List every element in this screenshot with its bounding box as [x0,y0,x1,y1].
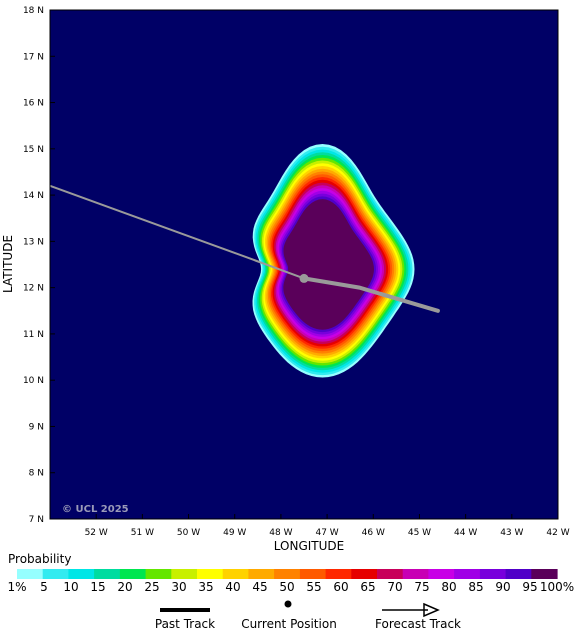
x-tick-label: 47 W [315,528,338,538]
x-tick-label: 44 W [454,528,477,538]
probability-band [283,199,374,330]
copyright-label: © UCL 2025 [62,504,129,515]
colorbar-label: 20 [117,580,132,594]
colorbar-label: 5 [40,580,48,594]
y-tick-label: 14 N [23,191,44,201]
current-position-marker [299,273,309,283]
x-tick-label: 42 W [546,528,569,538]
colorbar-segment [248,569,275,579]
colorbar-label: 80 [441,580,456,594]
colorbar-segment [274,569,301,579]
forecast-track-arrow-icon [423,602,440,618]
colorbar-label: 25 [144,580,159,594]
y-tick-label: 18 N [23,6,44,16]
probability-colorbar-labels: 1% 5 10 15 20 25 30 35 40 45 50 55 60 65 70 75 80 85 90 95 1… [7,580,574,594]
legend-forecast-track: Forecast Track [375,602,461,631]
y-tick-label: 10 N [23,376,44,386]
colorbar-label: 65 [360,580,375,594]
y-tick-label: 9 N [29,422,44,432]
y-tick-label: 15 N [23,145,44,155]
colorbar-label: 75 [414,580,429,594]
x-tick-label: 48 W [269,528,292,538]
colorbar-segment [531,569,558,579]
x-axis-title: LONGITUDE [274,539,344,553]
colorbar-label: 70 [387,580,402,594]
colorbar-segment [119,569,147,579]
legend-past-track: Past Track [155,608,215,631]
colorbar-label: 1% [7,580,26,594]
colorbar-label: 45 [252,580,267,594]
latitude-ticks: 7 N 8 N 9 N 10 N 11 N 12 N 13 N 14 N 15 N 16 N 17 … [23,6,55,525]
colorbar-segment [171,569,198,579]
y-tick-label: 11 N [23,330,44,340]
probability-colorbar [17,569,558,579]
colorbar-label: 95 [522,580,537,594]
colorbar-segment [377,569,404,579]
forecast-track-label: Forecast Track [375,617,461,631]
colorbar-label: 60 [333,580,348,594]
colorbar-label: 90 [495,580,510,594]
forecast-track-line [302,276,440,313]
x-tick-label: 45 W [408,528,431,538]
colorbar-segment [68,569,95,579]
x-tick-label: 49 W [223,528,246,538]
colorbar-segment [197,569,224,579]
colorbar-segment [351,569,378,579]
y-tick-label: 16 N [23,99,44,109]
colorbar-label: 55 [306,580,321,594]
colorbar-segment [325,569,352,579]
y-tick-label: 17 N [23,52,44,62]
x-tick-label: 46 W [362,528,385,538]
colorbar-segment [145,569,172,579]
colorbar-segment [479,569,507,579]
y-axis-title: LATITUDE [1,235,15,293]
x-tick-label: 50 W [177,528,200,538]
colorbar-segment [42,569,69,579]
colorbar-label: 40 [225,580,240,594]
current-position-label: Current Position [241,617,337,631]
colorbar-segment [94,569,121,579]
colorbar-label: 15 [90,580,105,594]
past-track-line [50,184,305,280]
colorbar-segment [505,569,532,579]
storm-tracks [50,184,440,313]
colorbar-segment [402,569,429,579]
probability-contours [252,144,415,378]
y-tick-label: 8 N [29,469,44,479]
colorbar-segment [454,569,481,579]
colorbar-label: 100% [540,580,574,594]
past-track-label: Past Track [155,617,215,631]
legend-title: Probability [8,552,71,566]
y-tick-label: 7 N [29,515,44,525]
colorbar-label: 30 [171,580,186,594]
colorbar-label: 35 [198,580,213,594]
x-tick-label: 51 W [131,528,154,538]
colorbar-segment [222,569,249,579]
colorbar-segment [299,569,327,579]
colorbar-segment [428,569,455,579]
x-tick-label: 43 W [500,528,523,538]
x-tick-label: 52 W [85,528,108,538]
current-position-swatch [284,600,292,608]
legend-current-position: Current Position [241,600,337,631]
y-tick-label: 13 N [23,237,44,247]
colorbar-label: 50 [279,580,294,594]
y-tick-label: 12 N [23,284,44,294]
longitude-ticks: 52 W 51 W 50 W 49 W 48 W 47 W 46 W 45 W 44 W 43 W… [85,514,570,538]
colorbar-segment [17,569,44,579]
colorbar-label: 85 [468,580,483,594]
map-frame [49,9,559,520]
colorbar-label: 10 [63,580,78,594]
